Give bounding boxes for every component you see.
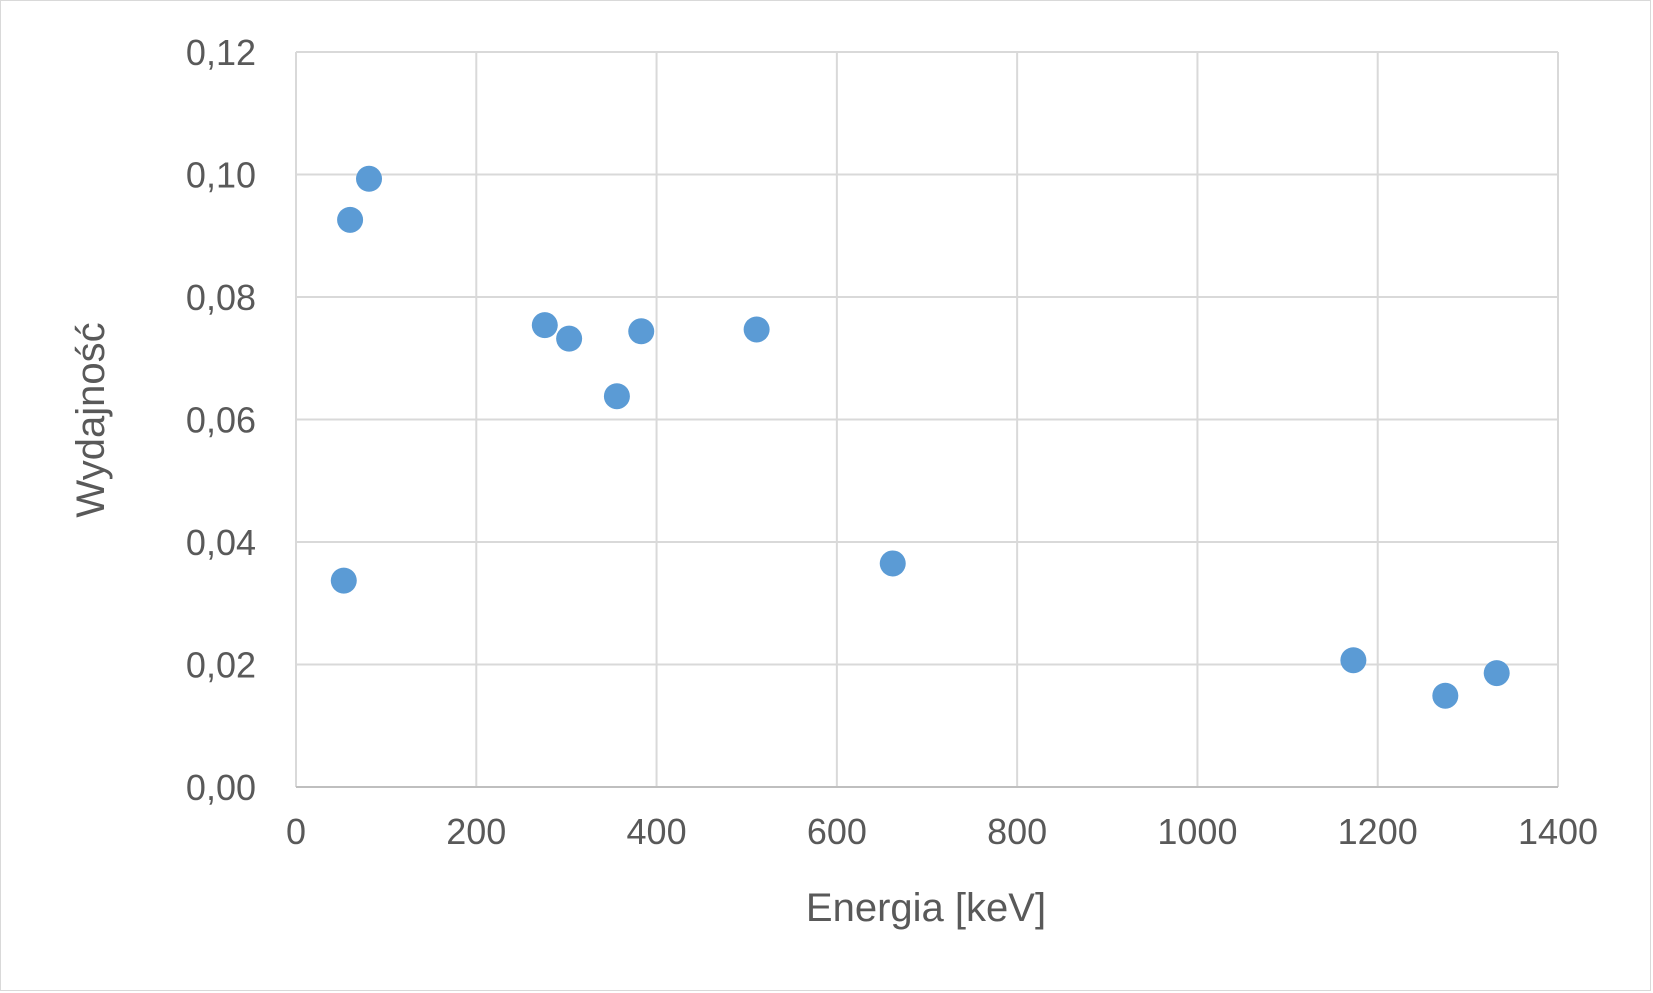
data-point [356, 165, 383, 192]
data-point [879, 550, 906, 577]
x-tick-label: 800 [987, 811, 1047, 852]
x-axis-tick-labels: 0 200 400 600 800 1000 1200 1400 [286, 811, 1598, 852]
data-point [628, 318, 655, 345]
data-point [556, 325, 583, 352]
x-tick-label: 0 [286, 811, 306, 852]
data-points [330, 165, 1510, 709]
data-point [1340, 647, 1367, 674]
x-tick-label: 1000 [1157, 811, 1237, 852]
y-tick-label: 0,08 [186, 277, 256, 318]
horizontal-gridlines [296, 51, 1558, 666]
x-tick-label: 200 [446, 811, 506, 852]
y-tick-label: 0,00 [186, 767, 256, 808]
data-point [1483, 660, 1510, 687]
x-tick-label: 400 [627, 811, 687, 852]
y-tick-label: 0,02 [186, 645, 256, 686]
y-tick-label: 0,06 [186, 400, 256, 441]
y-tick-label: 0,12 [186, 32, 256, 73]
y-tick-label: 0,04 [186, 522, 256, 563]
y-axis-tick-labels: 0,00 0,02 0,04 0,06 0,08 0,10 0,12 [186, 32, 256, 808]
x-tick-label: 1200 [1338, 811, 1418, 852]
x-tick-label: 600 [807, 811, 867, 852]
data-point [330, 567, 357, 594]
data-point [1432, 682, 1459, 709]
data-point [531, 312, 558, 339]
y-tick-label: 0,10 [186, 155, 256, 196]
data-point [743, 316, 770, 343]
x-tick-label: 1400 [1518, 811, 1598, 852]
data-point [603, 383, 630, 410]
data-point [337, 206, 364, 233]
y-axis-title: Wydajność [69, 322, 113, 517]
x-axis-title: Energia [keV] [806, 886, 1046, 930]
